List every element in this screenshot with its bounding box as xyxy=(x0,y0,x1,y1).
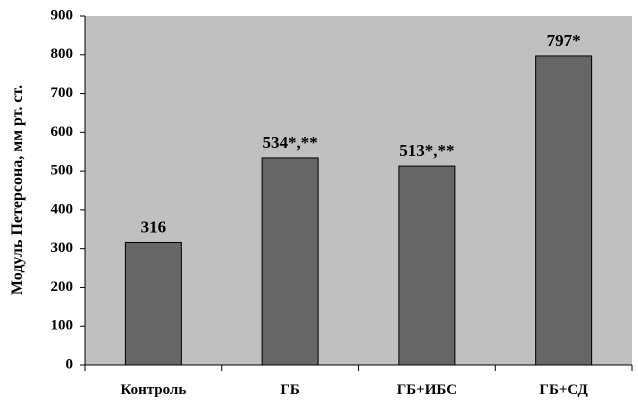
value-label: 534*,** xyxy=(263,133,318,152)
value-label: 513*,** xyxy=(399,141,454,160)
y-tick-label: 900 xyxy=(51,7,74,23)
y-tick-label: 400 xyxy=(51,201,74,217)
y-tick-label: 100 xyxy=(51,318,74,334)
x-tick-label: ГБ xyxy=(280,382,300,398)
y-tick-label: 200 xyxy=(51,279,74,295)
x-tick-label: Контроль xyxy=(120,382,186,398)
y-tick-label: 700 xyxy=(51,85,74,101)
value-label: 797* xyxy=(547,31,581,50)
y-tick-label: 800 xyxy=(51,46,74,62)
y-tick-label: 500 xyxy=(51,163,74,179)
bar xyxy=(124,241,182,366)
x-tick-label: ГБ+ИБС xyxy=(397,382,457,398)
y-axis-title: Модуль Петерсона, мм рт. ст. xyxy=(9,85,26,295)
value-label: 316 xyxy=(141,217,167,236)
bar xyxy=(261,157,319,366)
y-tick-label: 0 xyxy=(66,356,74,372)
bar xyxy=(398,165,456,366)
y-tick-label: 300 xyxy=(51,240,74,256)
y-tick-label: 600 xyxy=(51,124,74,140)
bar xyxy=(535,55,593,366)
x-tick-label: ГБ+СД xyxy=(539,382,588,398)
